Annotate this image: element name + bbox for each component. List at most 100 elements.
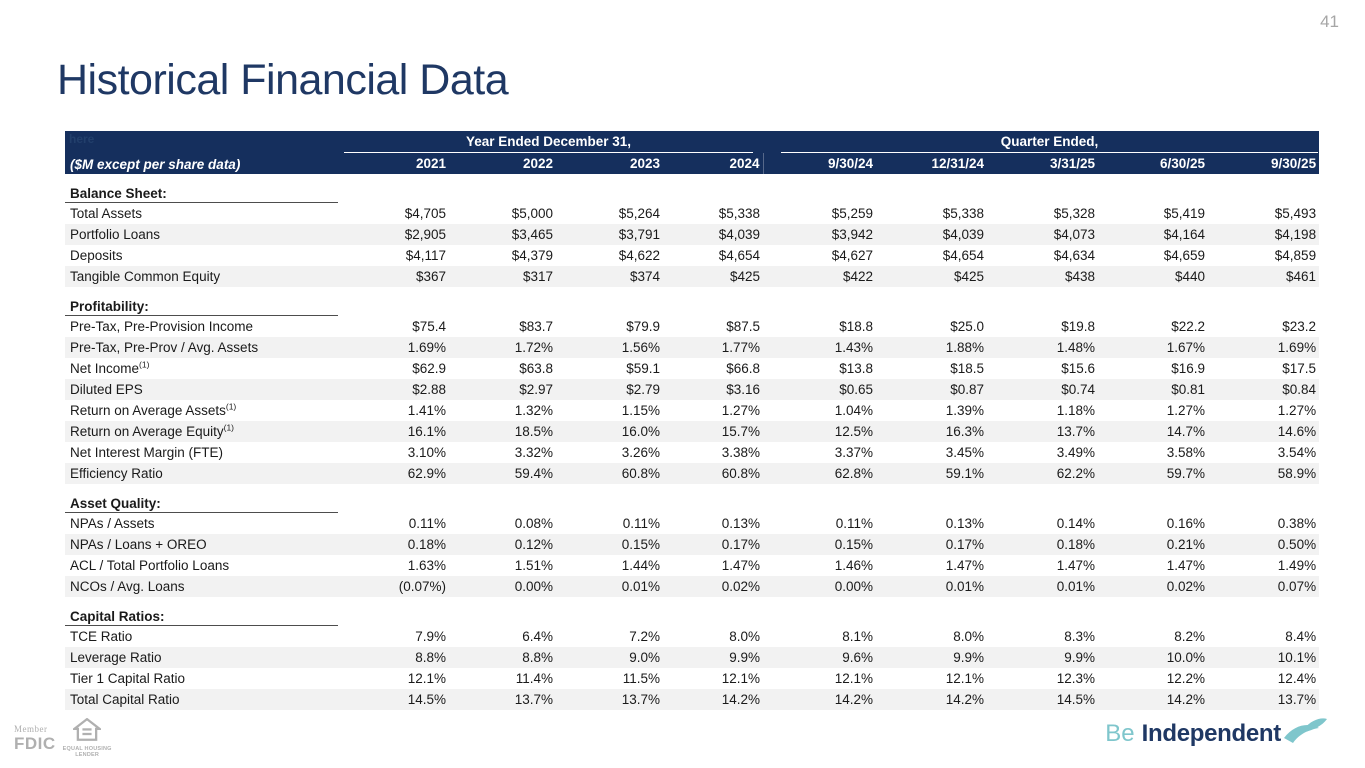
cell-value: 8.3%	[1064, 629, 1096, 644]
cell-value: 0.18%	[407, 537, 446, 552]
cell-value: 1.04%	[834, 403, 874, 418]
table-row: Return on Average Assets(1) 1.41% 1.32% 1.1…	[65, 400, 1319, 421]
section-gap	[65, 174, 1320, 184]
cell-value: 7.9%	[415, 629, 446, 644]
row-label: NCOs / Avg. Loans	[70, 579, 185, 594]
cell-value: $422	[842, 269, 874, 284]
row-label: Portfolio Loans	[70, 227, 161, 242]
cell-value: 1.27%	[721, 403, 761, 418]
cell-value: 0.01%	[945, 579, 985, 594]
cell-value: $0.74	[1061, 382, 1096, 397]
cell-value: 1.67%	[1166, 340, 1206, 355]
section-header-row: Asset Quality:	[65, 494, 1320, 513]
table-row: NCOs / Avg. Loans (0.07%) 0.00% 0.01% 0.02% 0…	[65, 576, 1320, 597]
row-label: Total Capital Ratio	[70, 692, 180, 707]
cell-value: 14.2%	[945, 692, 985, 707]
row-label-header: ($M except per share data)	[65, 153, 342, 174]
cell-value: 0.02%	[721, 579, 761, 594]
table-corner-cell: here	[65, 131, 342, 153]
cell-value: 1.44%	[621, 558, 660, 573]
member-fdic-logo: Member FDIC EQUAL HOUSING LENDER	[14, 717, 112, 758]
column-header: 2021	[342, 153, 449, 174]
cell-value: $4,627	[831, 248, 874, 263]
cell-value: 12.4%	[1277, 671, 1317, 686]
section-header: Asset Quality:	[65, 496, 338, 513]
row-label: Net Interest Margin (FTE)	[70, 445, 224, 460]
cell-value: $62.9	[412, 361, 446, 376]
table-row: Pre-Tax, Pre-Provision Income $75.4 $83.7 $…	[65, 316, 1319, 337]
section-header-row: Capital Ratios:	[65, 607, 1320, 626]
page-number: 41	[1320, 12, 1339, 31]
row-label: Return on Average Equity(1)	[70, 422, 234, 439]
cell-value: 3.37%	[834, 445, 874, 460]
cell-value: 1.48%	[1056, 340, 1096, 355]
row-label: Return on Average Assets(1)	[70, 401, 237, 418]
cell-value: 0.21%	[1166, 537, 1206, 552]
row-label: Leverage Ratio	[70, 650, 162, 665]
cell-value: $5,328	[1053, 206, 1096, 221]
cell-value: 0.38%	[1277, 516, 1317, 531]
equal-housing-lender-text: EQUAL HOUSING LENDER	[62, 746, 112, 758]
cell-value: $18.8	[839, 319, 874, 334]
cell-value: 1.43%	[834, 340, 874, 355]
cell-value: $3,465	[511, 227, 553, 242]
cell-value: 1.69%	[1277, 340, 1317, 355]
cell-value: 9.6%	[842, 650, 874, 665]
table-row: NPAs / Loans + OREO 0.18% 0.12% 0.15% 0.17% 0…	[65, 534, 1320, 555]
section-gap	[65, 484, 1320, 494]
cell-value: 0.11%	[835, 516, 874, 531]
cell-value: $440	[1174, 269, 1206, 284]
column-header: 6/30/25	[1098, 153, 1209, 174]
cell-value: $75.4	[412, 319, 446, 334]
cell-value: 1.32%	[514, 403, 553, 418]
cell-value: 62.9%	[407, 466, 446, 481]
cell-value: $15.6	[1061, 361, 1096, 376]
cell-value: 14.6%	[1277, 424, 1317, 439]
cell-value: 14.5%	[407, 692, 446, 707]
cell-value: $2,905	[404, 227, 446, 242]
cell-value: 0.12%	[514, 537, 553, 552]
section-header-row: Profitability:	[65, 297, 1320, 316]
cell-value: $5,493	[1274, 206, 1317, 221]
table-row: Net Income(1) $62.9 $63.8 $59.1 $66.8 $13.8 $1…	[65, 358, 1319, 379]
cell-value: $4,654	[942, 248, 985, 263]
cell-value: $425	[953, 269, 985, 284]
fdic-text: Member FDIC	[14, 723, 56, 753]
equal-housing-house-icon	[71, 717, 104, 741]
cell-value: 9.9%	[729, 650, 761, 665]
cell-value: 8.0%	[953, 629, 985, 644]
row-label: Tier 1 Capital Ratio	[70, 671, 186, 686]
bird-icon	[1284, 718, 1327, 743]
row-label: Net Income(1)	[70, 359, 150, 376]
cell-value: 0.11%	[622, 516, 660, 531]
cell-value: 13.7%	[1277, 692, 1317, 707]
cell-value: $5,000	[511, 206, 553, 221]
cell-value: 59.4%	[514, 466, 553, 481]
table-row: Efficiency Ratio 62.9% 59.4% 60.8% 60.8% 62.8…	[65, 463, 1320, 484]
cell-value: 0.14%	[1056, 516, 1096, 531]
section-header: Capital Ratios:	[65, 609, 338, 626]
fdic-label: FDIC	[14, 733, 56, 753]
cell-value: $17.5	[1282, 361, 1317, 376]
cell-value: 16.3%	[945, 424, 985, 439]
cell-value: 7.2%	[629, 629, 660, 644]
cell-value: 3.58%	[1166, 445, 1206, 460]
cell-value: $4,117	[405, 248, 446, 263]
cell-value: 0.11%	[408, 516, 446, 531]
cell-value: 10.1%	[1277, 650, 1317, 665]
cell-value: $438	[1064, 269, 1096, 284]
cell-value: 1.69%	[407, 340, 446, 355]
cell-value: $83.7	[519, 319, 553, 334]
cell-value: 1.47%	[1056, 558, 1096, 573]
cell-value: 0.15%	[834, 537, 874, 552]
cell-value: 0.17%	[945, 537, 985, 552]
member-label: Member	[14, 723, 48, 734]
cell-value: $23.2	[1282, 319, 1317, 334]
section-gap	[65, 287, 1320, 297]
cell-value: $3,942	[831, 227, 874, 242]
cell-value: $317	[522, 269, 553, 284]
footnote-marker: (1)	[223, 422, 234, 433]
cell-value: $5,259	[831, 206, 874, 221]
cell-value: 0.07%	[1277, 579, 1317, 594]
